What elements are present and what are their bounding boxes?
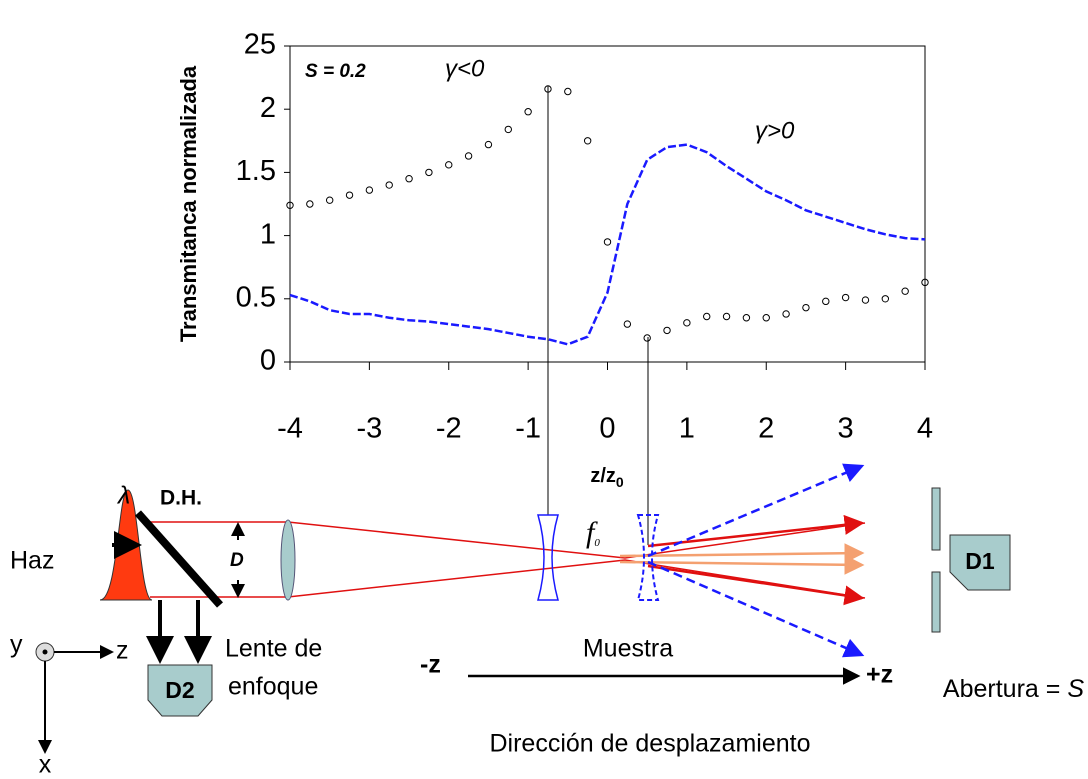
splitter-label: D.H.: [160, 487, 202, 510]
annotation: γ>0: [755, 117, 795, 144]
data-point: [464, 152, 473, 160]
axis-label: x: [39, 751, 52, 779]
data-point: [881, 295, 890, 303]
data-point: [762, 314, 770, 322]
axis-label: y: [10, 631, 23, 659]
x-tick-label: 2: [758, 413, 774, 445]
y-tick-label: 1.5: [236, 155, 276, 187]
data-point: [445, 161, 453, 169]
wavelength-label: λ: [116, 482, 130, 510]
x-tick-label: 0: [599, 413, 615, 445]
beam-arrow: [619, 543, 865, 564]
data-point: [564, 87, 572, 96]
beam-splitter: [135, 510, 223, 608]
sample-lens: [537, 514, 559, 601]
data-point: [921, 278, 929, 287]
data-point: [901, 287, 909, 295]
data-point: [703, 312, 711, 321]
x-tick-label: -2: [436, 413, 462, 445]
data-point: [405, 175, 413, 183]
detector-label: D1: [965, 548, 995, 574]
focal-sub: 0: [594, 537, 600, 549]
x-tick-label: 3: [838, 413, 854, 445]
x-tick-label: 1: [679, 413, 695, 445]
setup-diagram: λ D.H. Haz D Lente de enfoque f0 Muestra…: [10, 86, 1084, 779]
x-tick-label: 4: [917, 413, 933, 445]
x-axis-label-main: z/z: [590, 465, 616, 487]
x-axis-label-sub: 0: [616, 474, 624, 490]
data-point: [345, 191, 354, 199]
y-tick-label: 1: [260, 218, 276, 250]
data-point: [524, 108, 532, 116]
detector-d1: [949, 534, 1011, 591]
beam-arrow: [647, 514, 865, 548]
chart: Transmitanca normalizada z/z0 S = 0.2 γ<…: [176, 29, 933, 490]
data-point: [643, 334, 651, 342]
x-tick-label: -1: [515, 413, 541, 445]
data-point: [425, 168, 433, 177]
annotation: γ<0: [445, 55, 485, 82]
data-point: [385, 181, 393, 189]
y-axis-label: Transmitanca normalizada: [176, 65, 201, 342]
beam-ray: [150, 521, 866, 559]
data-point: [841, 293, 850, 302]
y-tick-label: 25: [244, 29, 276, 61]
detector-label: D2: [165, 677, 194, 703]
focal-label: f0: [586, 516, 600, 549]
x-axis-label: z/z0: [590, 465, 624, 489]
beam-label: Haz: [10, 547, 54, 575]
minus-z-label: -z: [420, 651, 441, 679]
series-line: [289, 143, 926, 346]
direction-label: Dirección de desplazamiento: [489, 730, 810, 758]
aperture-plate: [931, 487, 941, 551]
data-point: [683, 319, 691, 327]
beam-arrow: [647, 463, 865, 558]
plot-frame: [289, 45, 926, 363]
lens-label: enfoque: [228, 673, 318, 701]
aperture-text: Abertura =: [943, 675, 1060, 703]
data-point: [583, 137, 592, 145]
x-tick-label: -3: [356, 413, 382, 445]
axis-label: z: [116, 637, 129, 665]
beam-arrow: [647, 564, 865, 606]
sample-label: Muestra: [583, 635, 673, 663]
beam-arrow: [647, 560, 865, 658]
aperture-plate: [931, 571, 941, 633]
data-point: [742, 314, 751, 322]
y-tick-label: 0: [260, 345, 276, 377]
x-tick-label: -4: [277, 413, 303, 445]
lens-label: Lente de: [225, 635, 322, 663]
data-point: [504, 125, 512, 134]
data-point: [286, 201, 294, 209]
aperture-label: Abertura = S: [943, 675, 1084, 703]
focusing-lens: [280, 519, 296, 601]
beam-ray: [150, 559, 866, 599]
data-point: [722, 312, 731, 321]
data-point: [822, 297, 830, 306]
annotation: S = 0.2: [305, 61, 366, 82]
data-point: [782, 310, 790, 318]
y-tick-label: 2: [260, 92, 276, 124]
plus-z-label: +z: [866, 661, 893, 689]
data-point: [663, 326, 671, 335]
data-point: [325, 196, 334, 204]
y-axis-dot: [42, 649, 48, 655]
data-point: [365, 186, 374, 194]
data-point: [306, 200, 314, 208]
data-point: [623, 320, 632, 328]
data-point: [603, 238, 612, 246]
data-point: [802, 303, 810, 312]
data-point: [861, 296, 870, 304]
beam-arrow: [619, 554, 865, 575]
sample-lens: [636, 514, 660, 601]
detector-d2: [147, 664, 213, 717]
diameter-label: D: [230, 550, 244, 571]
data-point: [484, 140, 493, 149]
aperture-symbol: S: [1067, 675, 1084, 703]
y-tick-label: 0.5: [236, 281, 276, 313]
